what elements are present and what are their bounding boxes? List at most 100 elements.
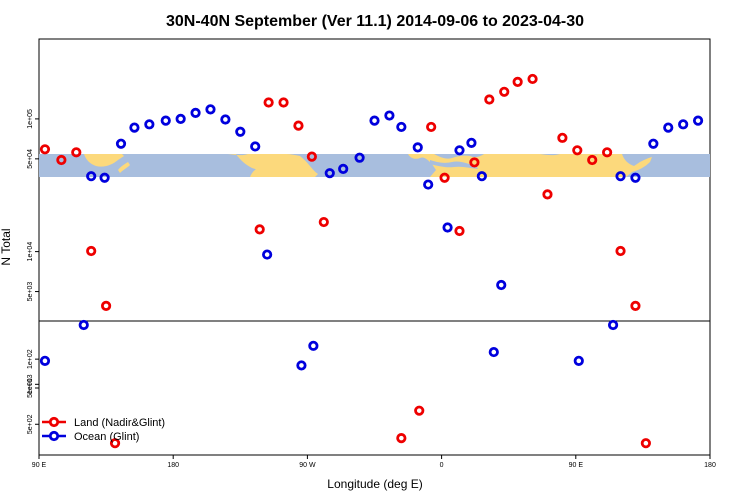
x-tick-label: 0 <box>440 462 444 469</box>
chart-title: 30N-40N September (Ver 11.1) 2014-09-06 … <box>166 13 584 30</box>
land-asia-west <box>39 154 124 167</box>
y-tick-label: 5e+02 <box>27 414 34 434</box>
legend-marker <box>48 416 60 428</box>
land-mediterranean-gap <box>430 160 478 169</box>
data-point <box>86 245 97 257</box>
data-point <box>499 86 510 97</box>
data-point <box>454 145 465 156</box>
data-point <box>262 249 273 260</box>
data-point <box>306 151 317 162</box>
data-point <box>175 113 186 124</box>
land-asia-east <box>596 154 652 177</box>
x-tick-label: 180 <box>704 462 716 469</box>
data-point <box>469 157 480 168</box>
series-group-2 <box>39 104 704 371</box>
data-point <box>190 107 201 118</box>
x-tick-label: 180 <box>167 462 179 469</box>
data-point <box>308 340 319 351</box>
data-point <box>454 225 465 237</box>
data-point <box>99 172 110 183</box>
series-layer <box>39 73 704 449</box>
data-point <box>39 144 51 155</box>
y-axis-upper: 1e+05 5e+04 1e+04 5e+03 1e+03 5e+02 <box>27 109 39 434</box>
data-point <box>630 172 641 183</box>
data-point <box>678 119 689 130</box>
x-tick-label: 90 E <box>569 462 584 469</box>
y-tick-label: 5e+03 <box>27 282 34 302</box>
data-point <box>615 245 626 257</box>
x-tick-label: 90 W <box>299 462 316 469</box>
data-point <box>542 189 553 200</box>
y-axis-label: N Total <box>0 228 13 265</box>
data-point <box>263 97 274 108</box>
data-point <box>412 142 423 153</box>
data-point <box>78 319 89 331</box>
data-point <box>324 168 335 179</box>
data-point <box>572 145 583 156</box>
data-point <box>318 216 329 228</box>
data-point <box>278 97 289 108</box>
legend: Land (Nadir&Glint) Ocean (Glint) <box>42 416 165 443</box>
data-point <box>109 438 121 449</box>
legend-marker <box>48 430 60 442</box>
y-tick-label: 5e+01 <box>27 378 34 398</box>
x-axis-label: Longitude (deg E) <box>327 477 422 491</box>
land-africa-eurasia <box>372 154 620 177</box>
y-tick-label: 1e+02 <box>27 349 34 369</box>
data-point <box>129 122 140 133</box>
data-point <box>39 355 51 366</box>
data-point <box>220 114 231 125</box>
plot-frame <box>38 38 711 456</box>
data-point <box>384 110 395 121</box>
data-point <box>615 171 626 182</box>
data-point <box>396 121 407 133</box>
data-point <box>250 141 261 152</box>
data-point <box>296 360 307 371</box>
data-point <box>338 163 349 174</box>
data-point <box>488 346 499 358</box>
y-axis-lower: 1e+02 5e+01 <box>27 349 39 398</box>
data-point <box>466 137 477 148</box>
data-point <box>663 122 674 133</box>
data-point <box>101 300 112 311</box>
data-point <box>254 224 265 235</box>
data-point <box>396 433 407 444</box>
series-group-1 <box>39 73 651 449</box>
data-point <box>160 115 171 126</box>
data-point <box>56 154 67 166</box>
data-point <box>235 126 246 137</box>
data-point <box>439 172 450 183</box>
data-point <box>354 152 365 163</box>
data-point <box>587 154 598 166</box>
y-tick-label: 1e+03 <box>27 374 34 394</box>
data-point <box>423 179 434 190</box>
land-north-america-west-coast <box>250 154 306 177</box>
data-point <box>630 300 641 311</box>
data-point <box>476 171 487 182</box>
data-point <box>414 405 425 416</box>
data-point <box>293 120 304 131</box>
world-map-band <box>39 154 710 177</box>
data-point <box>426 121 437 133</box>
land-japan-west <box>118 162 130 173</box>
y-tick-label: 5e+04 <box>27 149 34 169</box>
data-point <box>205 104 216 115</box>
data-point <box>115 138 127 149</box>
y-tick-label: 1e+05 <box>27 109 34 129</box>
data-point <box>602 147 613 158</box>
legend-label: Land (Nadir&Glint) <box>74 417 165 429</box>
x-tick-label: 90 E <box>32 462 47 469</box>
data-point <box>692 115 704 126</box>
data-point <box>573 355 584 366</box>
data-point <box>71 147 82 158</box>
data-point <box>86 171 97 182</box>
data-point <box>607 319 619 331</box>
x-axis: 90 E 180 90 W 0 90 E 180 <box>32 455 716 469</box>
legend-label: Ocean (Glint) <box>74 431 139 443</box>
data-point <box>648 138 659 149</box>
data-point <box>512 76 523 88</box>
data-point <box>527 73 538 85</box>
data-point <box>144 119 155 130</box>
data-point <box>557 132 568 143</box>
